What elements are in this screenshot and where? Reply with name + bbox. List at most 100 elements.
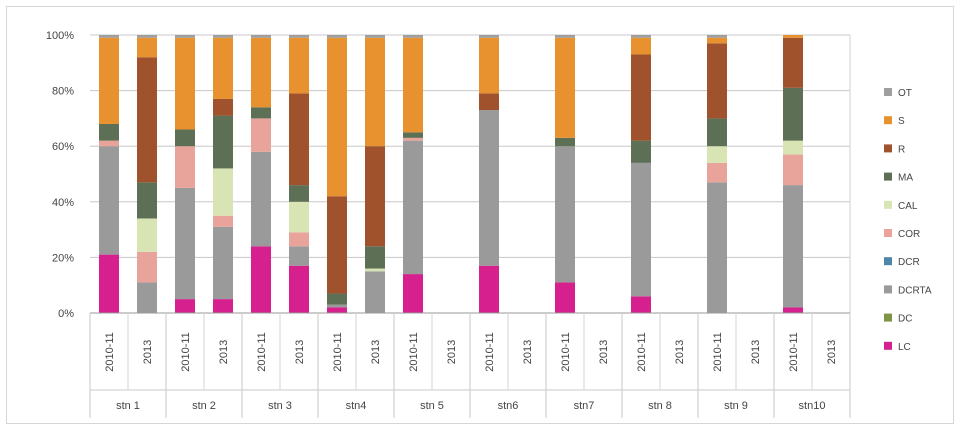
bar-stack (251, 35, 271, 313)
x-period-label: 2010-11 (788, 332, 800, 372)
bar-segment (213, 299, 233, 313)
bar-segment (289, 93, 309, 186)
x-period-label: 2013 (674, 340, 686, 364)
legend-swatch (884, 172, 892, 181)
bar-segment (289, 37, 309, 94)
bar-segment (99, 254, 119, 313)
bar-segment (99, 140, 119, 147)
bar-segment (251, 35, 271, 38)
bar-segment (137, 57, 157, 183)
bar-segment (213, 115, 233, 169)
bar-segment (631, 35, 651, 38)
bar-segment (289, 201, 309, 233)
x-station-label: stn 1 (116, 400, 140, 412)
bar-segment (251, 151, 271, 247)
bar-segment (403, 37, 423, 133)
bar-segment (289, 232, 309, 247)
bar-segment (783, 154, 803, 186)
y-tick-label: 60% (52, 141, 74, 153)
bar-segment (327, 293, 347, 305)
grid-lines (90, 34, 851, 314)
bar-segment (327, 307, 347, 313)
x-station-label: stn 5 (420, 400, 444, 412)
y-tick-label: 20% (52, 252, 74, 264)
bar-segment (783, 35, 803, 38)
x-period-label: 2013 (598, 340, 610, 364)
bar-segment (213, 98, 233, 116)
x-station-label: stn 9 (724, 400, 748, 412)
legend-label: LC (898, 342, 911, 353)
legend-swatch (884, 285, 892, 294)
legend-label: DCRTA (898, 285, 932, 296)
bar-segment (137, 251, 157, 283)
legend-swatch (884, 116, 892, 125)
x-station-label: stn10 (799, 400, 826, 412)
x-period-label: 2010-11 (484, 332, 496, 372)
y-tick-label: 100% (46, 30, 74, 42)
bar-segment (555, 282, 575, 313)
bar-segment (289, 185, 309, 202)
x-station-label: stn7 (574, 400, 595, 412)
bar-stack (783, 35, 803, 313)
bar-segment (631, 37, 651, 55)
x-period-label: 2010-11 (408, 332, 420, 372)
bar-stack (289, 35, 309, 313)
bar-segment (707, 43, 727, 119)
bar-segment (707, 182, 727, 313)
bar-segment (175, 187, 195, 300)
bar-segment (175, 129, 195, 147)
bar-segment (213, 37, 233, 99)
x-station-label: stn6 (498, 400, 519, 412)
bar-segment (327, 35, 347, 38)
x-period-label: 2013 (370, 340, 382, 364)
bar-segment (365, 271, 385, 313)
legend-label: S (898, 116, 905, 127)
bar-segment (707, 37, 727, 44)
bar-segment (555, 146, 575, 283)
x-station-label: stn 2 (192, 400, 216, 412)
bar-segment (175, 299, 195, 313)
bar-stack (175, 35, 195, 313)
x-period-label: 2013 (522, 340, 534, 364)
y-tick-label: 40% (52, 197, 74, 209)
bar-segment (251, 107, 271, 119)
bar-stack (479, 35, 499, 313)
bar-segment (707, 35, 727, 38)
bar-stack (365, 35, 385, 313)
bar-segment (365, 37, 385, 147)
bar-segment (175, 146, 195, 188)
bar-segment (707, 162, 727, 183)
bar-segment (403, 140, 423, 275)
bar-segment (213, 168, 233, 216)
bar-segment (631, 140, 651, 163)
x-period-label: 2013 (294, 340, 306, 364)
bar-segment (327, 304, 347, 308)
bar-stack (213, 35, 233, 313)
x-period-label: 2010-11 (256, 332, 268, 372)
bar-stack (403, 35, 423, 313)
bar-segment (479, 93, 499, 111)
bar-segment (137, 35, 157, 38)
bar-stack (707, 35, 727, 313)
bar-segment (479, 110, 499, 266)
bar-segment (137, 182, 157, 219)
x-station-label: stn 3 (268, 400, 292, 412)
bar-segment (365, 146, 385, 247)
x-station-label: stn4 (346, 400, 367, 412)
bar-segment (631, 54, 651, 141)
bar-segment (783, 185, 803, 308)
y-tick-label: 80% (52, 86, 74, 98)
x-station-label: stn 8 (648, 400, 672, 412)
x-period-label: 2010-11 (332, 332, 344, 372)
bar-stacks (99, 35, 803, 313)
bar-segment (327, 196, 347, 294)
x-period-label: 2010-11 (636, 332, 648, 372)
bar-segment (99, 37, 119, 124)
bar-segment (213, 226, 233, 300)
x-period-label: 2010-11 (104, 332, 116, 372)
bar-segment (289, 35, 309, 38)
legend-label: COR (898, 229, 920, 240)
x-period-label: 2013 (142, 340, 154, 364)
bar-stack (327, 35, 347, 313)
bar-segment (365, 246, 385, 269)
